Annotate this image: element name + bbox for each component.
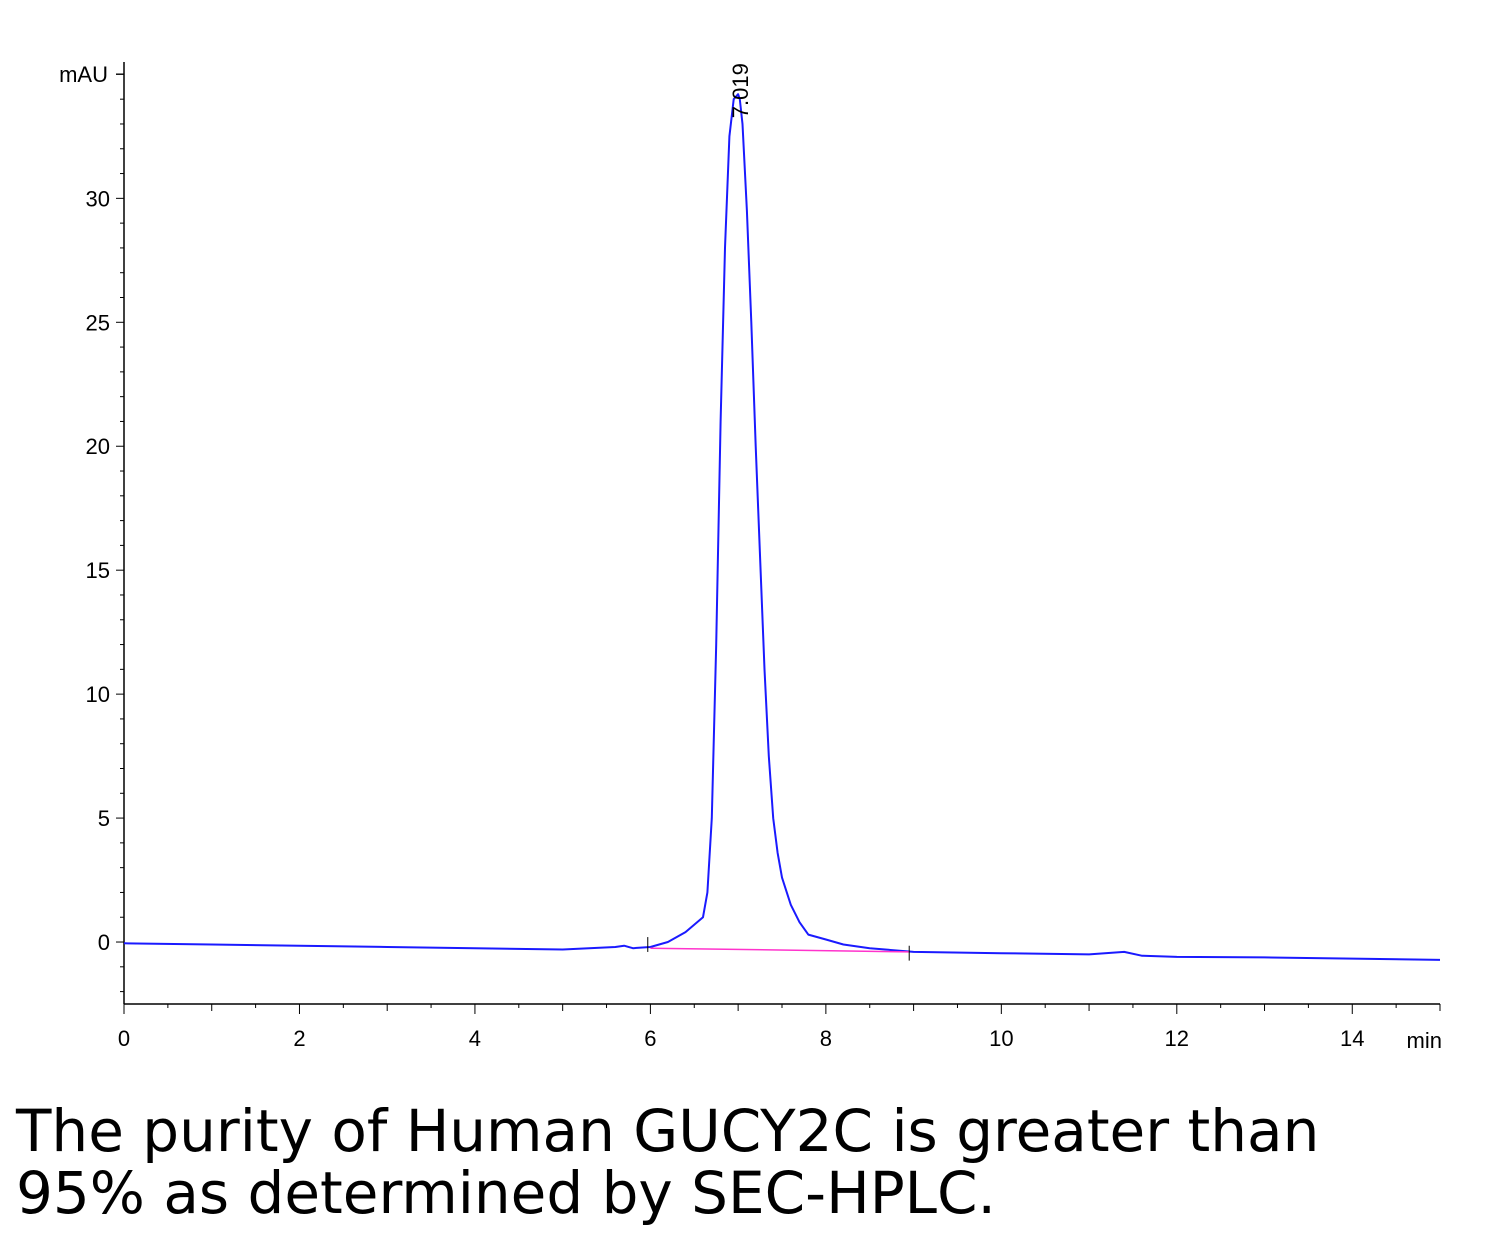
y-tick-label: 15 <box>86 558 110 583</box>
x-tick-label: 6 <box>644 1026 656 1051</box>
x-tick-label: 12 <box>1165 1026 1189 1051</box>
y-axis-label: mAU <box>59 62 108 87</box>
caption-line-1: The purity of Human GUCY2C is greater th… <box>16 1097 1320 1165</box>
chart-labels: 0 5 10 15 20 25 30 0 2 4 6 8 10 12 14 mAU min 7.019 <box>59 62 1442 1053</box>
chromatogram-trace <box>123 93 1441 961</box>
chromatogram-chart: 0 5 10 15 20 25 30 0 2 4 6 8 10 12 14 mAU min 7.019 <box>59 62 1442 1053</box>
peak-label: 7.019 <box>728 63 753 118</box>
x-tick-label: 4 <box>469 1026 481 1051</box>
caption-line-2: 95% as determined by SEC-HPLC. <box>16 1159 996 1227</box>
y-tick-label: 5 <box>98 806 110 831</box>
y-tick-label: 25 <box>86 310 110 335</box>
x-tick-label: 0 <box>118 1026 130 1051</box>
x-tick-label: 14 <box>1340 1026 1364 1051</box>
y-tick-label: 0 <box>98 930 110 955</box>
y-tick-label: 20 <box>86 434 110 459</box>
x-tick-label: 2 <box>293 1026 305 1051</box>
y-tick-label: 30 <box>86 186 110 211</box>
x-tick-label: 8 <box>820 1026 832 1051</box>
baseline-trace <box>650 947 910 953</box>
chart-axes <box>116 62 1441 1014</box>
y-tick-label: 10 <box>86 682 110 707</box>
caption: The purity of Human GUCY2C is greater th… <box>16 1100 1486 1224</box>
x-axis-label: min <box>1407 1028 1442 1053</box>
chart-traces <box>123 93 1441 961</box>
x-tick-label: 10 <box>989 1026 1013 1051</box>
